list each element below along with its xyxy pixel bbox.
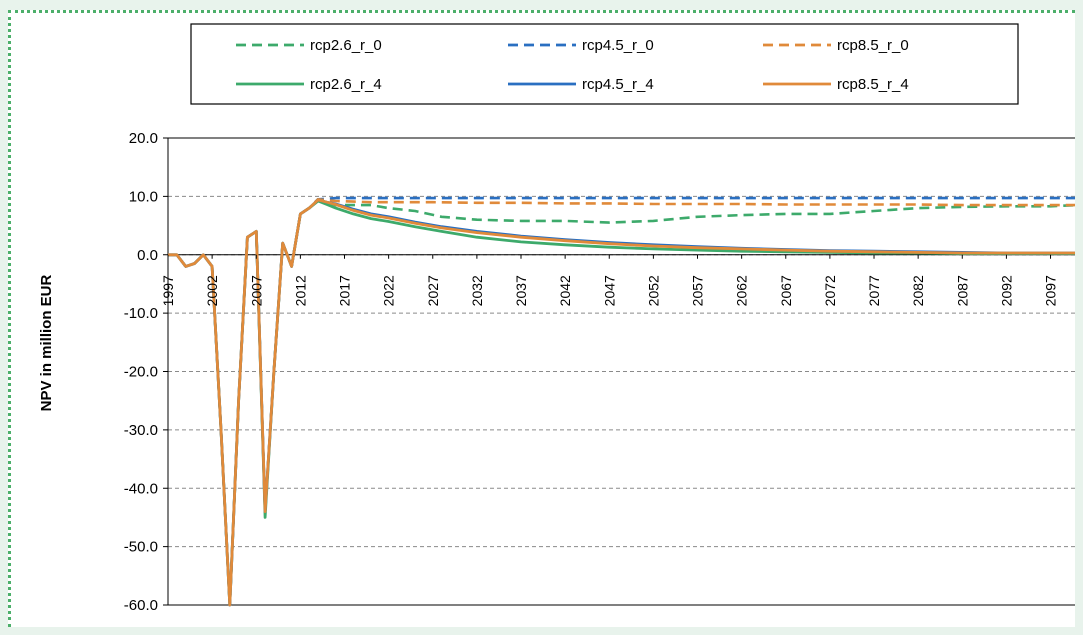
y-tick-label: 20.0 [129,130,158,147]
chart-frame: rcp2.6_r_0 rcp4.5_r_0 rcp8.5_r_0 rcp2.6_r_4… [8,10,1075,627]
gridlines [168,195,1075,548]
x-tick-label: 2077 [866,275,882,306]
y-tick-label: -50.0 [124,539,158,556]
x-tick-label: 2062 [734,275,750,306]
legend-label: rcp8.5_r_4 [837,76,909,93]
x-tick-label: 2082 [910,275,926,306]
x-tick-label: 2017 [337,275,353,306]
x-tick-label: 1997 [160,275,176,306]
x-tick-label: 2012 [292,275,308,306]
legend: rcp2.6_r_0 rcp4.5_r_0 rcp8.5_r_0 rcp2.6_r_4… [190,23,1019,105]
y-axis-label: NPV in million EUR [38,274,55,411]
x-tick-label: 2032 [469,275,485,306]
series-line-rcp4-5-r-0 [168,196,1075,607]
x-tick-label: 2052 [645,275,661,306]
x-tick-label: 2072 [822,275,838,306]
line-chart: rcp2.6_r_0 rcp4.5_r_0 rcp8.5_r_0 rcp2.6_r_4… [38,23,1075,614]
y-tick-label: -60.0 [124,597,158,614]
y-tick-label: -20.0 [124,364,158,381]
series-line-rcp8-5-r-0 [168,198,1075,607]
y-axis-ticks: 20.0 10.0 0.0 -10.0 -20.0 -30.0 -40.0 -50.0 -60.… [124,130,168,614]
legend-label: rcp4.5_r_4 [582,76,654,93]
series-line-rcp8-5-r-4 [168,198,1075,607]
legend-box [190,23,1019,105]
x-tick-label: 2027 [425,275,441,306]
x-tick-label: 2067 [778,275,794,306]
x-tick-label: 2047 [601,275,617,306]
x-tick-label: 2002 [204,275,220,306]
series-line-rcp4-5-r-4 [168,198,1075,607]
x-tick-label: 2007 [248,275,264,306]
legend-label: rcp4.5_r_0 [582,37,654,54]
y-tick-label: 0.0 [137,247,158,264]
x-axis-ticks: 1997 2002 2007 2012 2017 2022 2027 2032 2037 2042… [160,254,1059,306]
series-line-rcp2-6-r-0 [168,198,1075,607]
x-tick-label: 2037 [513,275,529,306]
x-tick-label: 2057 [690,275,706,306]
y-tick-label: -40.0 [124,480,158,497]
x-tick-label: 2087 [954,275,970,306]
legend-label: rcp2.6_r_4 [310,76,382,93]
legend-label: rcp8.5_r_0 [837,37,909,54]
x-tick-label: 2022 [381,275,397,306]
x-tick-label: 2042 [557,275,573,306]
legend-label: rcp2.6_r_0 [310,37,382,54]
y-tick-label: -10.0 [124,305,158,322]
y-tick-label: -30.0 [124,422,158,439]
y-tick-label: 10.0 [129,188,158,205]
series-line-rcp2-6-r-4 [168,199,1075,607]
x-tick-label: 2092 [998,275,1014,306]
series-lines [168,196,1075,607]
x-tick-label: 2097 [1043,275,1059,306]
